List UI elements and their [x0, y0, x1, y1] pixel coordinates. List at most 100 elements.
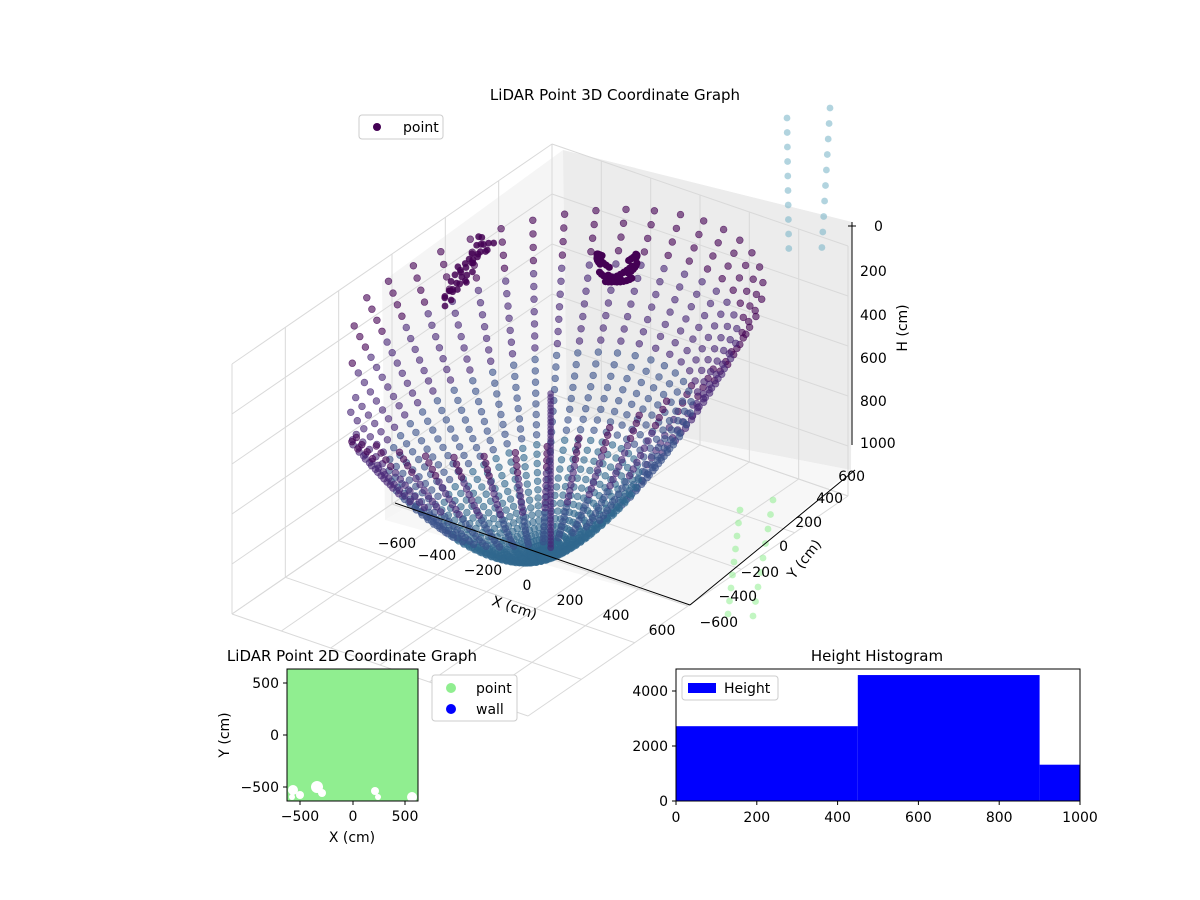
point-marker — [623, 374, 631, 383]
point-marker — [464, 459, 473, 468]
x-tick-label: 600 — [905, 810, 932, 826]
point-marker — [718, 360, 727, 368]
legend-marker-point — [446, 683, 456, 693]
point-marker — [614, 397, 623, 405]
point-marker — [553, 339, 562, 348]
point-marker — [377, 428, 385, 436]
point-marker — [522, 471, 530, 480]
point-marker — [434, 492, 442, 500]
point-marker — [469, 434, 477, 443]
point-marker — [534, 502, 542, 510]
point-marker — [385, 474, 393, 482]
point-marker — [406, 497, 414, 506]
y-tick-label: 0 — [270, 728, 279, 744]
point-marker — [710, 322, 719, 330]
point-marker — [383, 338, 391, 346]
point-marker — [379, 468, 387, 476]
point-marker — [607, 372, 615, 380]
point-marker — [378, 327, 386, 335]
point-marker — [767, 511, 774, 518]
point-marker — [685, 257, 693, 265]
point-marker — [450, 386, 458, 394]
x-tick-label: 600 — [649, 623, 676, 639]
point-marker — [447, 296, 455, 304]
point-marker — [619, 386, 627, 394]
point-marker — [632, 250, 640, 258]
point-marker — [712, 287, 720, 295]
point-marker — [742, 287, 751, 295]
point-marker — [587, 248, 595, 256]
point-marker — [730, 311, 738, 319]
point-marker — [531, 389, 540, 397]
point-marker — [698, 345, 706, 353]
point-marker — [364, 411, 373, 419]
point-marker — [601, 278, 610, 286]
point-marker — [676, 327, 685, 335]
point-marker — [718, 275, 726, 283]
point-marker — [552, 351, 561, 360]
point-marker — [456, 280, 464, 288]
point-marker — [697, 366, 706, 375]
point-marker — [431, 472, 440, 480]
histogram-bar — [1039, 764, 1080, 801]
histogram-bars — [676, 675, 1080, 801]
z-tick-label: 200 — [860, 264, 887, 280]
point-marker — [573, 492, 582, 501]
point-marker — [474, 286, 483, 295]
point-marker — [429, 453, 437, 461]
x-axis-label: X (cm) — [490, 593, 539, 623]
z-tick-label: 600 — [860, 351, 887, 367]
point-marker — [643, 315, 652, 324]
point-marker — [348, 438, 356, 446]
point-marker — [695, 230, 703, 239]
legend-label-point: point — [403, 120, 439, 136]
point-marker — [378, 373, 386, 381]
point-marker — [446, 376, 455, 384]
point-marker — [533, 459, 541, 468]
point-marker — [358, 441, 366, 449]
point-marker — [435, 478, 443, 486]
point-marker — [412, 428, 420, 437]
point-marker — [672, 407, 680, 415]
gap-region — [288, 785, 298, 795]
x-tick-label: −600 — [378, 536, 416, 552]
point-marker — [759, 278, 767, 287]
point-marker — [592, 206, 600, 215]
y-axis-line — [689, 469, 856, 606]
y-tick-label: 400 — [816, 491, 843, 507]
point-marker — [704, 333, 713, 342]
z-tick-label: 400 — [860, 308, 887, 324]
point-marker — [401, 492, 409, 500]
point-marker — [573, 441, 582, 450]
point-marker — [495, 400, 503, 408]
point-marker — [480, 323, 489, 331]
point-marker — [401, 481, 409, 489]
x-axis-line — [394, 502, 691, 606]
point-marker — [600, 394, 608, 403]
point-marker — [749, 275, 757, 283]
point-marker — [604, 299, 613, 307]
y-tick-label: 0 — [779, 539, 788, 555]
point-marker — [478, 234, 486, 241]
point-marker — [746, 302, 754, 310]
point-marker — [480, 417, 489, 426]
point-marker — [612, 260, 620, 268]
legend-box — [358, 114, 444, 140]
point-marker — [460, 344, 468, 352]
plot-3d-title: LiDAR Point 3D Coordinate Graph — [490, 86, 740, 104]
point-marker — [457, 489, 465, 498]
point-marker — [703, 265, 712, 273]
point-marker — [513, 462, 521, 470]
point-marker — [583, 274, 592, 282]
point-marker — [617, 337, 625, 345]
point-marker — [513, 468, 522, 477]
point-marker — [649, 384, 658, 392]
point-marker — [521, 463, 529, 471]
point-marker — [648, 411, 656, 419]
point-marker — [585, 261, 593, 269]
point-marker — [626, 434, 635, 443]
point-marker — [417, 437, 426, 445]
point-marker — [625, 472, 634, 480]
point-marker — [706, 299, 715, 308]
grid-line — [551, 143, 849, 247]
